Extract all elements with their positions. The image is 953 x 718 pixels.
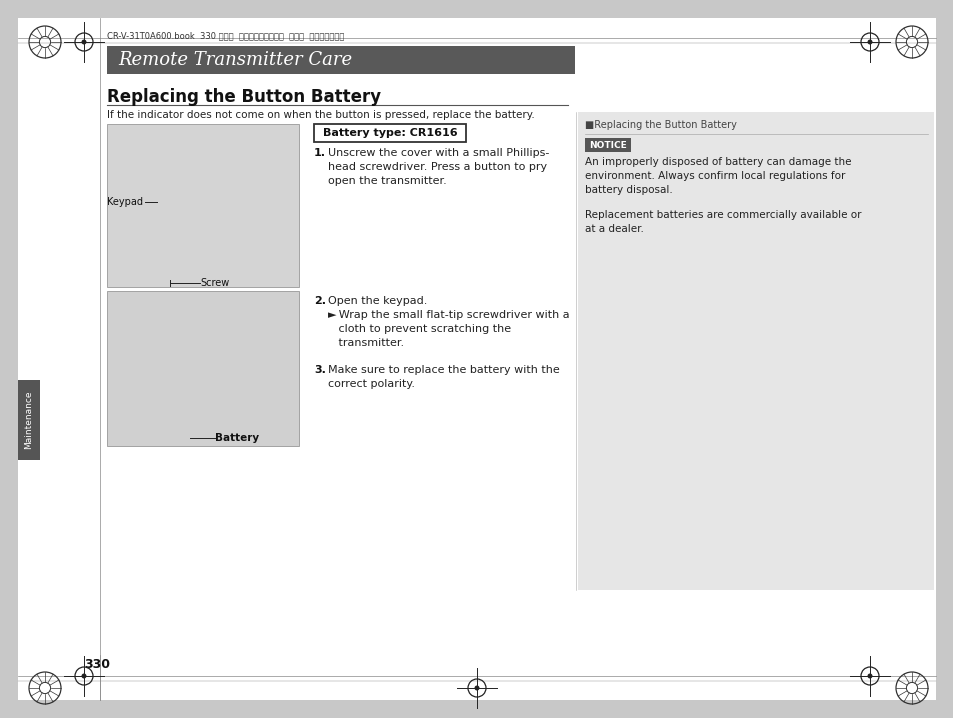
Circle shape bbox=[866, 673, 872, 679]
Bar bbox=[18, 380, 40, 460]
Text: ■Replacing the Button Battery: ■Replacing the Button Battery bbox=[584, 120, 736, 130]
Bar bbox=[584, 138, 630, 152]
Text: If the indicator does not come on when the button is pressed, replace the batter: If the indicator does not come on when t… bbox=[107, 110, 535, 120]
Text: Make sure to replace the battery with the
correct polarity.: Make sure to replace the battery with th… bbox=[328, 365, 559, 389]
Bar bbox=[578, 112, 933, 590]
Text: Keypad: Keypad bbox=[107, 197, 143, 207]
Text: 3.: 3. bbox=[314, 365, 326, 375]
Circle shape bbox=[81, 673, 87, 679]
Text: CR-V-31T0A600.book  330 ページ  ２０１１年８月８日  月曜日  午後６時２６分: CR-V-31T0A600.book 330 ページ ２０１１年８月８日 月曜日… bbox=[107, 32, 344, 40]
Text: Screw: Screw bbox=[200, 278, 229, 288]
Circle shape bbox=[474, 686, 479, 691]
Bar bbox=[107, 124, 298, 287]
Text: 330: 330 bbox=[84, 658, 110, 671]
Circle shape bbox=[866, 39, 872, 45]
Text: NOTICE: NOTICE bbox=[589, 141, 626, 149]
Text: Battery type: CR1616: Battery type: CR1616 bbox=[322, 128, 456, 138]
Text: Remote Transmitter Care: Remote Transmitter Care bbox=[118, 51, 352, 69]
Circle shape bbox=[81, 39, 87, 45]
Text: Open the keypad.: Open the keypad. bbox=[328, 296, 427, 306]
Text: 1.: 1. bbox=[314, 148, 326, 158]
Text: Replacing the Button Battery: Replacing the Button Battery bbox=[107, 88, 381, 106]
Bar bbox=[575, 46, 586, 74]
Bar bbox=[314, 124, 465, 142]
Bar bbox=[107, 46, 575, 74]
Text: 2.: 2. bbox=[314, 296, 326, 306]
Text: ► Wrap the small flat-tip screwdriver with a
   cloth to prevent scratching the
: ► Wrap the small flat-tip screwdriver wi… bbox=[328, 310, 569, 348]
Text: Maintenance: Maintenance bbox=[25, 391, 33, 449]
Text: An improperly disposed of battery can damage the
environment. Always confirm loc: An improperly disposed of battery can da… bbox=[584, 157, 851, 195]
Bar bbox=[107, 291, 298, 446]
Text: Unscrew the cover with a small Phillips-
head screwdriver. Press a button to pry: Unscrew the cover with a small Phillips-… bbox=[328, 148, 549, 186]
Text: Replacement batteries are commercially available or
at a dealer.: Replacement batteries are commercially a… bbox=[584, 210, 861, 234]
Text: Battery: Battery bbox=[214, 433, 259, 443]
